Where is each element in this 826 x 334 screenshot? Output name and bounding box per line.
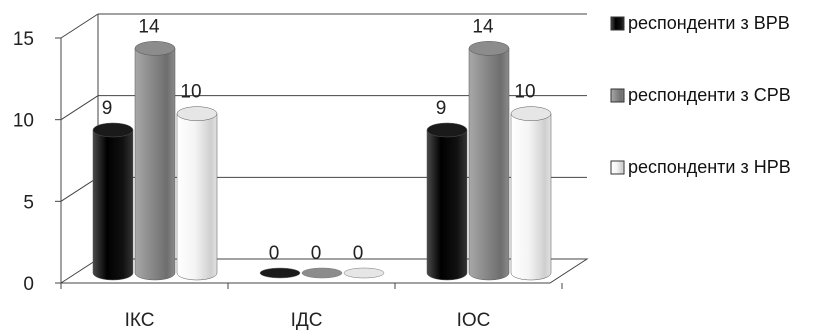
bar (343, 267, 385, 279)
data-label: 10 (514, 82, 535, 103)
bar-top (176, 106, 218, 121)
y-tick-label: 0 (23, 274, 34, 295)
category-label: ІОС (457, 310, 491, 331)
category-label: ІКС (125, 310, 155, 331)
bar-top (426, 122, 468, 138)
gridline-diagonal (60, 176, 99, 202)
legend-label: респонденти з СРВ (628, 85, 791, 105)
legend-swatch (610, 88, 625, 103)
y-tick-label: 15 (13, 29, 34, 50)
bar (92, 122, 134, 281)
bar-flat-disc (301, 267, 343, 279)
data-label: 14 (138, 16, 160, 37)
bar-body (92, 129, 134, 281)
data-label: 10 (180, 82, 201, 103)
legend-label: респонденти з НРВ (628, 157, 791, 177)
bar-top (134, 41, 176, 56)
bar-flat-disc (343, 267, 385, 279)
legend-swatch (610, 16, 625, 31)
data-label: 0 (311, 243, 322, 264)
data-label: 14 (472, 16, 494, 37)
bar (259, 267, 301, 279)
bar-top (510, 106, 552, 121)
bar (426, 122, 468, 281)
bar (510, 106, 552, 281)
bar (176, 106, 218, 281)
legend-label: респонденти з ВРВ (628, 13, 790, 33)
legend-item: респонденти з ВРВ (610, 13, 790, 33)
legend-item: респонденти з СРВ (610, 85, 791, 105)
bar-body (510, 113, 552, 281)
gridline-diagonal (60, 95, 99, 121)
bar-flat-disc (259, 267, 301, 279)
data-label: 0 (269, 243, 280, 264)
floor (59, 258, 589, 284)
category-label: ІДС (291, 310, 323, 331)
legend-swatch (610, 160, 625, 175)
data-label: 0 (353, 243, 364, 264)
data-label: 9 (102, 98, 113, 119)
legend-item: респонденти з НРВ (610, 157, 791, 177)
bar (134, 41, 176, 281)
bars-layer (92, 41, 552, 281)
labels-layer: ІКС 9 14 10 ІДС 0 0 0 ІОС 9 14 10 (102, 16, 536, 331)
bar (301, 267, 343, 279)
data-label: 9 (436, 98, 447, 119)
bar-body (134, 48, 176, 281)
bar (468, 41, 510, 281)
legend: респонденти з ВРВ респонденти з СРВ респон… (610, 13, 791, 177)
bar-body (176, 113, 218, 281)
gridline-diagonal (60, 13, 99, 39)
y-tick-label: 10 (13, 111, 34, 132)
bar-body (468, 48, 510, 281)
bar-top (468, 41, 510, 56)
y-tick-label: 5 (23, 192, 34, 213)
bar-body (426, 129, 468, 281)
bar-top (92, 122, 134, 138)
